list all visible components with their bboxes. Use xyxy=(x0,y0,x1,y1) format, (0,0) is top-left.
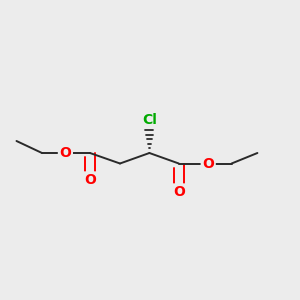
Text: O: O xyxy=(202,157,214,170)
Text: O: O xyxy=(84,173,96,187)
Text: Cl: Cl xyxy=(142,113,157,127)
Text: O: O xyxy=(173,185,185,199)
Text: O: O xyxy=(59,146,71,160)
